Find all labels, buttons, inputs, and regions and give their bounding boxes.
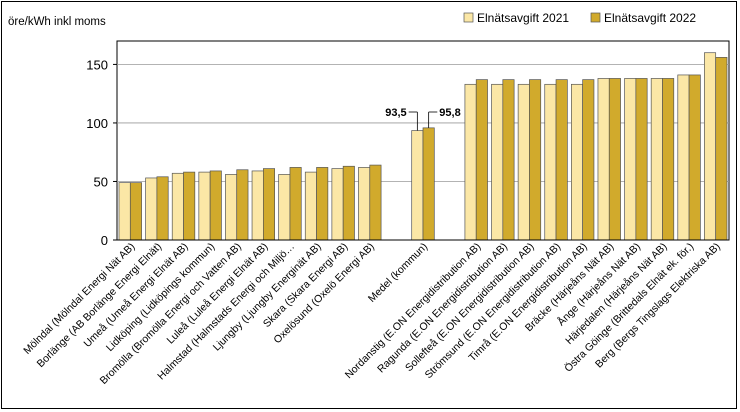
bar-2021 — [624, 78, 637, 241]
bar-2022 — [688, 74, 701, 241]
legend: Elnätsavgift 2021 Elnätsavgift 2022 — [463, 11, 696, 25]
bar-2022 — [342, 165, 355, 241]
legend-label-2021: Elnätsavgift 2021 — [477, 11, 569, 25]
bar-2021 — [704, 52, 717, 241]
bar-2022 — [715, 57, 728, 241]
bar-2022 — [156, 176, 169, 241]
bar-2021 — [278, 174, 291, 241]
bar-2021 — [491, 83, 504, 241]
bar-2022 — [236, 169, 249, 241]
y-tick-label: 100 — [86, 116, 108, 131]
legend-swatch-2022 — [590, 12, 601, 23]
bar-2021 — [225, 174, 238, 241]
bar-2021 — [171, 172, 184, 241]
bar-2022 — [129, 182, 142, 241]
legend-label-2022: Elnätsavgift 2022 — [604, 11, 696, 25]
y-tick-label: 0 — [101, 233, 108, 248]
bar-2021 — [677, 74, 690, 241]
bar-2022 — [316, 167, 329, 241]
bar-2021 — [145, 177, 158, 241]
bar-2021 — [464, 83, 477, 241]
bar-2022 — [582, 79, 595, 241]
bar-2022 — [635, 78, 648, 241]
bar-2022 — [608, 78, 621, 241]
bar-2022 — [183, 171, 196, 241]
bar-2021 — [571, 83, 584, 241]
bar-2021 — [597, 78, 610, 241]
bar-2021 — [251, 170, 264, 241]
bar-2021 — [198, 171, 211, 241]
y-tick-label: 50 — [94, 174, 108, 189]
bar-2021 — [331, 168, 344, 241]
bar-2022 — [502, 79, 515, 241]
bar-2022 — [209, 170, 222, 241]
bar-2022 — [475, 79, 488, 241]
bar-2022 — [555, 79, 568, 241]
bar-2022 — [529, 79, 542, 241]
data-label-2022: 95,8 — [439, 107, 460, 119]
bar-2021 — [650, 78, 663, 241]
bar-2022 — [369, 164, 382, 241]
bar-2022 — [289, 167, 302, 241]
y-tick-label: 150 — [86, 57, 108, 72]
bar-2022 — [422, 127, 435, 241]
y-axis-label: öre/kWh inkl moms — [8, 16, 106, 28]
bar-2021 — [411, 130, 424, 241]
bar-2021 — [304, 171, 317, 241]
bar-2021 — [118, 182, 131, 241]
bar-2021 — [517, 83, 530, 241]
bar-2021 — [544, 83, 557, 241]
bar-2022 — [662, 78, 675, 241]
bar-2022 — [262, 168, 275, 241]
data-label-2021: 93,5 — [385, 107, 406, 119]
bar-2021 — [358, 167, 371, 241]
legend-swatch-2021 — [463, 12, 474, 23]
